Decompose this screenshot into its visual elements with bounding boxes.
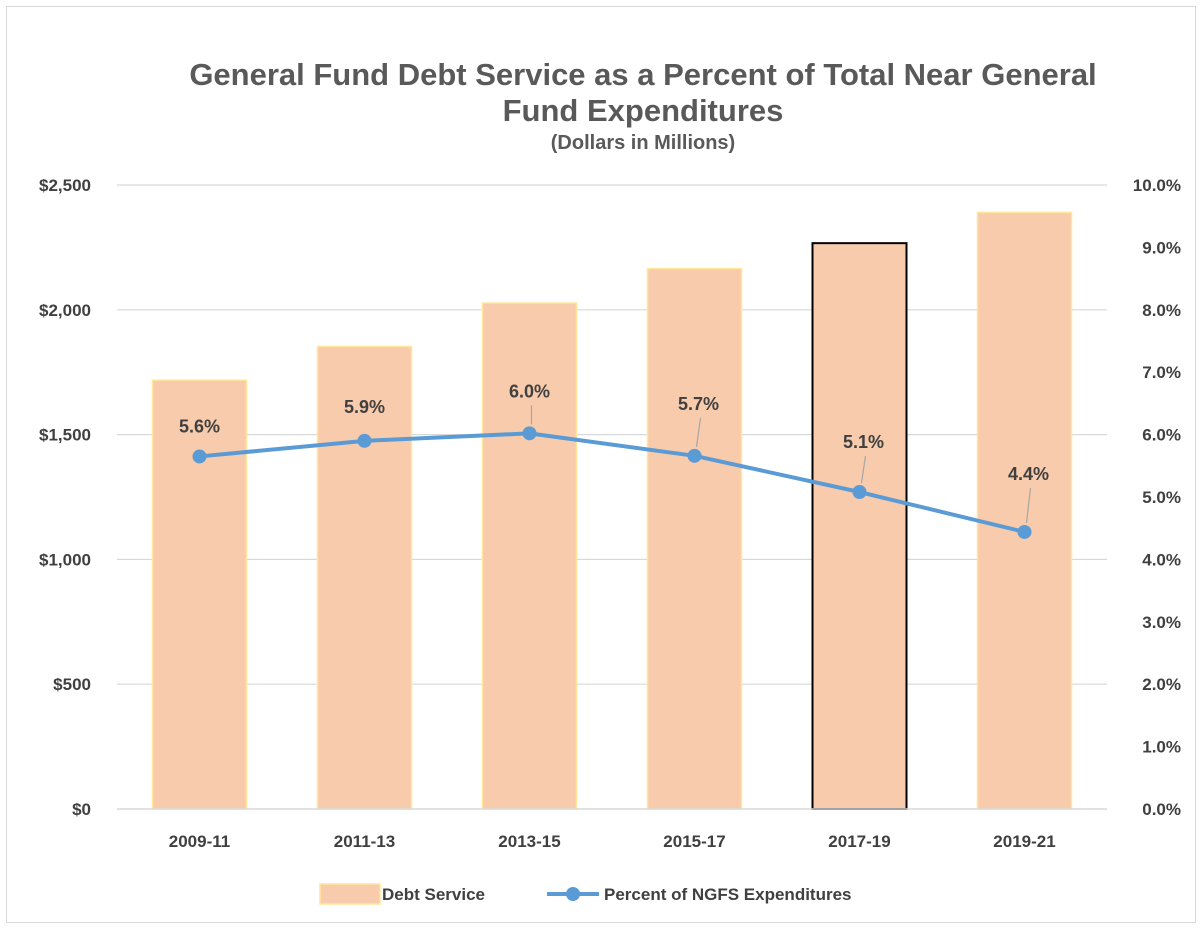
right-tick-label: 2.0%: [1142, 675, 1181, 694]
right-tick-label: 5.0%: [1142, 488, 1181, 507]
data-labels: 5.6% 5.9% 6.0% 5.7% 5.1% 4.4%: [179, 381, 1049, 524]
right-tick-label: 1.0%: [1142, 738, 1181, 757]
data-label-leader: [860, 455, 867, 484]
left-tick-label: $0: [72, 800, 91, 819]
x-tick-label: 2013-15: [498, 832, 560, 851]
data-label-2017-19: 5.1%: [843, 432, 884, 452]
left-tick-label: $1,000: [39, 550, 91, 569]
left-tick-label: $2,500: [39, 176, 91, 195]
bar-series: [151, 211, 1073, 810]
data-label-2013-15: 6.0%: [509, 381, 550, 401]
right-tick-label: 8.0%: [1142, 301, 1181, 320]
legend: Debt Service Percent of NGFS Expenditure…: [319, 883, 852, 905]
chart-title-line-1: General Fund Debt Service as a Percent o…: [189, 57, 1096, 92]
chart-frame: General Fund Debt Service as a Percent o…: [6, 6, 1196, 923]
left-tick-label: $1,500: [39, 426, 91, 445]
right-tick-label: 3.0%: [1142, 613, 1181, 632]
gridlines: [117, 184, 1107, 685]
line-point-2013-15: [522, 426, 537, 441]
right-tick-label: 6.0%: [1142, 426, 1181, 445]
x-tick-label: 2009-11: [169, 832, 230, 851]
line-point-2017-19: [852, 485, 867, 500]
data-label-2019-21: 4.4%: [1008, 464, 1049, 484]
percent-line: [199, 431, 1025, 534]
data-label-leader: [695, 417, 702, 447]
x-tick-label: 2019-21: [993, 832, 1055, 851]
right-tick-label: 10.0%: [1133, 176, 1181, 195]
line-series: [192, 426, 1032, 539]
bar-2017-19: [811, 242, 908, 810]
legend-label-debt-service: Debt Service: [382, 885, 485, 904]
right-tick-label: 9.0%: [1142, 238, 1181, 257]
x-tick-label: 2015-17: [663, 832, 725, 851]
chart-titles: General Fund Debt Service as a Percent o…: [189, 57, 1096, 154]
right-axis-ticks: 0.0% 1.0% 2.0% 3.0% 4.0% 5.0% 6.0% 7.0% 8.0% 9.0%…: [1133, 176, 1181, 819]
chart-subtitle: (Dollars in Millions): [551, 132, 735, 154]
line-point-2019-21: [1017, 524, 1032, 539]
bar-2009-11: [151, 379, 248, 810]
right-tick-label: 4.0%: [1142, 550, 1181, 569]
legend-swatch-debt-service: [319, 883, 381, 905]
left-tick-label: $2,000: [39, 301, 91, 320]
chart-title-line-2: Fund Expenditures: [503, 93, 784, 128]
right-tick-label: 7.0%: [1142, 363, 1181, 382]
right-tick-label: 0.0%: [1142, 800, 1181, 819]
bar-2015-17: [646, 267, 743, 810]
line-point-2011-13: [357, 433, 372, 448]
left-axis-ticks: $0 $500 $1,000 $1,500 $2,000 $2,500: [39, 176, 91, 819]
bar-2013-15: [481, 302, 578, 810]
bar-2019-21: [976, 211, 1073, 810]
line-point-2009-11: [192, 449, 207, 464]
line-point-2015-17: [687, 448, 702, 463]
data-label-2011-13: 5.9%: [344, 397, 385, 417]
data-label-2015-17: 5.7%: [678, 394, 719, 414]
x-tick-label: 2011-13: [334, 832, 395, 851]
data-label-2009-11: 5.6%: [179, 416, 220, 436]
legend-label-percent: Percent of NGFS Expenditures: [604, 885, 852, 904]
legend-marker-percent: [566, 887, 580, 901]
left-tick-label: $500: [53, 675, 91, 694]
x-tick-label: 2017-19: [828, 832, 890, 851]
chart-svg: General Fund Debt Service as a Percent o…: [39, 57, 1181, 905]
x-axis-ticks: 2009-11 2011-13 2013-15 2015-17 2017-19 2019-…: [169, 832, 1056, 851]
data-label-leader: [1025, 487, 1032, 524]
